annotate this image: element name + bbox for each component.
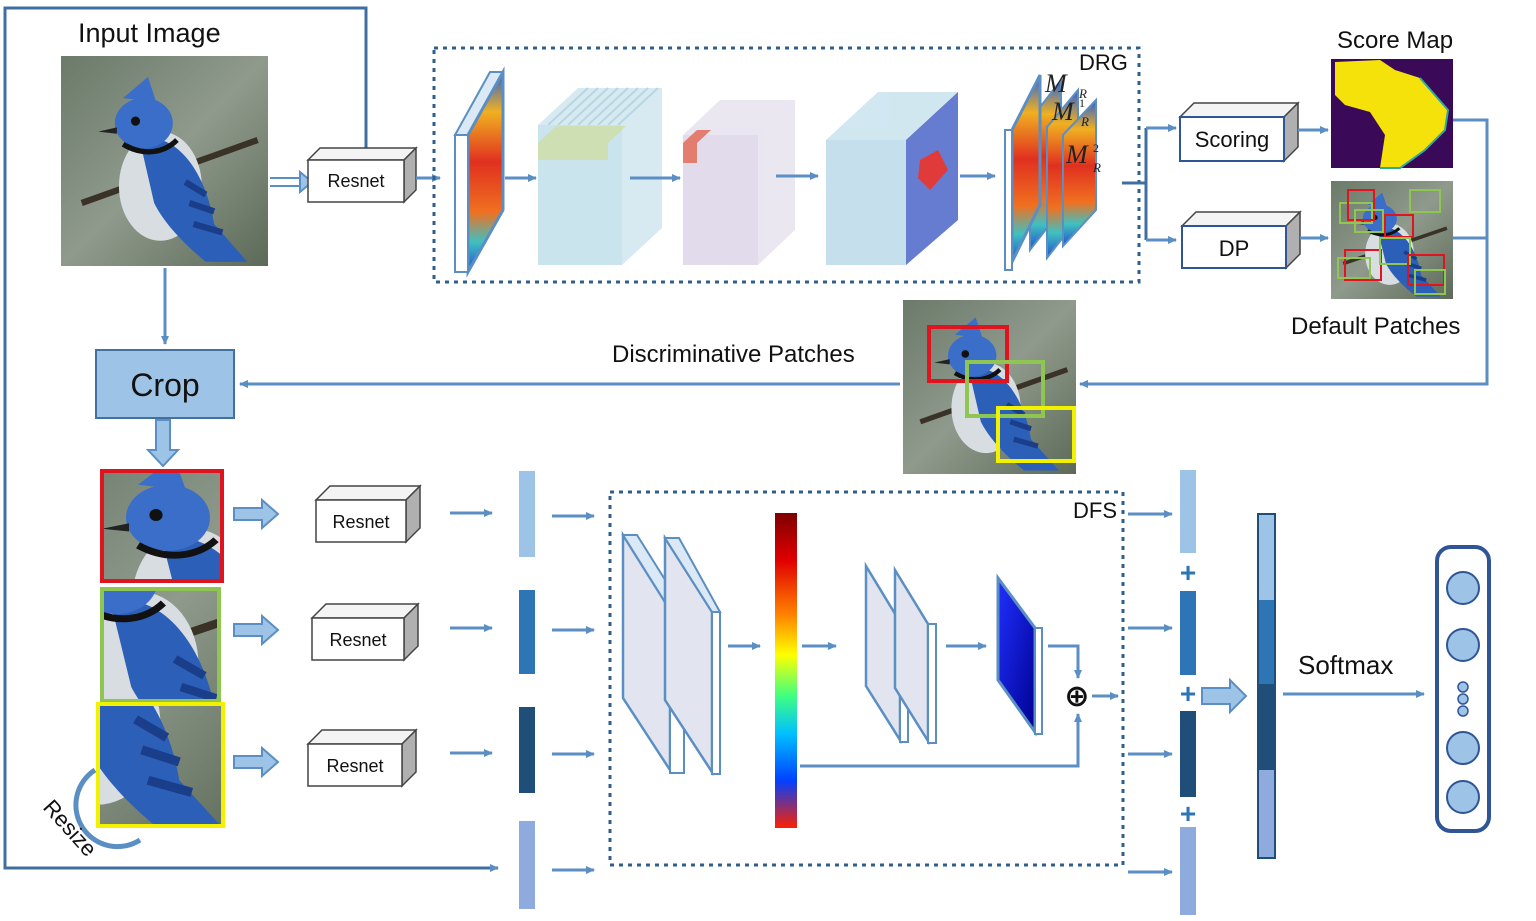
plus-1: + <box>1180 557 1196 588</box>
feature-vector-1 <box>519 471 535 557</box>
resnet-2-label: Resnet <box>329 630 386 650</box>
resnet-1-label: Resnet <box>332 512 389 532</box>
feature-vector-4 <box>519 821 535 909</box>
drg-region <box>432 46 1141 284</box>
heatmap-feature-map <box>453 66 505 278</box>
scoring-label: Scoring <box>1195 127 1270 152</box>
m-r2-label: M <box>1065 140 1089 169</box>
score-map-heatmap <box>1331 59 1453 169</box>
bird-image <box>61 56 268 266</box>
skip-connection-line <box>3 6 499 872</box>
concatenated-vector <box>1257 513 1276 859</box>
patch-green <box>100 587 221 703</box>
crop-box: Crop <box>95 349 235 419</box>
dfs-label: DFS <box>1073 498 1117 523</box>
oplus-symbol: ⊕ <box>1064 679 1089 714</box>
resize-loop <box>73 767 142 850</box>
feature-vector-2 <box>519 590 535 674</box>
output-vector-2 <box>1180 591 1196 675</box>
output-vector-1 <box>1180 470 1196 553</box>
output-vector-4 <box>1180 827 1196 915</box>
m-r-label: M <box>1044 69 1068 98</box>
dp-box: DP <box>1180 210 1302 270</box>
attention-maps <box>1004 74 1097 271</box>
default-patches-image <box>1331 181 1453 299</box>
block-arrow <box>270 169 314 195</box>
input-image-label: Input Image <box>78 18 221 48</box>
plus-3: + <box>1180 798 1196 829</box>
resnet-3-label: Resnet <box>326 756 383 776</box>
m-r1-sub: R <box>1080 114 1089 129</box>
softmax-output-vector <box>1435 545 1491 833</box>
m-r1-sup: 1 <box>1079 96 1085 110</box>
patch-yellow <box>96 702 225 828</box>
block-arrow <box>145 419 181 468</box>
discriminative-patches-label: Discriminative Patches <box>612 341 855 368</box>
patch-red <box>100 469 224 583</box>
dp-label: DP <box>1219 236 1250 261</box>
drg-label: DRG <box>1079 50 1128 75</box>
conv-feature-stack-1 <box>538 87 662 265</box>
dfs-region <box>608 490 1125 867</box>
dfs-conv-layers-1 <box>621 530 722 777</box>
m-r2-sub: R <box>1092 160 1101 175</box>
conv-feature-stack-3 <box>826 92 958 265</box>
m-r1-label: M <box>1051 97 1075 126</box>
score-map-label: Score Map <box>1337 27 1453 54</box>
colorbar <box>775 513 797 828</box>
block-arrow <box>1201 677 1248 715</box>
dfs-blue-map <box>996 573 1043 737</box>
scoring-box: Scoring <box>1178 101 1300 163</box>
softmax-label: Softmax <box>1298 650 1393 680</box>
resnet-box-1: Resnet <box>314 484 422 544</box>
feature-vector-3 <box>519 707 535 793</box>
plus-2: + <box>1180 678 1196 709</box>
dfs-conv-layers-2 <box>864 561 937 746</box>
m-r-sub: R <box>1078 86 1087 101</box>
resnet-main-box: Resnet <box>306 146 418 204</box>
resnet-main-label: Resnet <box>327 171 384 191</box>
conv-feature-stack-2 <box>683 100 795 265</box>
default-patches-label: Default Patches <box>1291 313 1460 340</box>
output-vector-3 <box>1180 711 1196 797</box>
m-r2-sup: 2 <box>1093 141 1099 155</box>
resnet-box-2: Resnet <box>310 602 420 662</box>
resize-label: Resize <box>38 795 102 862</box>
discriminative-patches-image <box>903 300 1076 474</box>
resnet-box-3: Resnet <box>306 728 418 788</box>
crop-label: Crop <box>130 367 199 403</box>
